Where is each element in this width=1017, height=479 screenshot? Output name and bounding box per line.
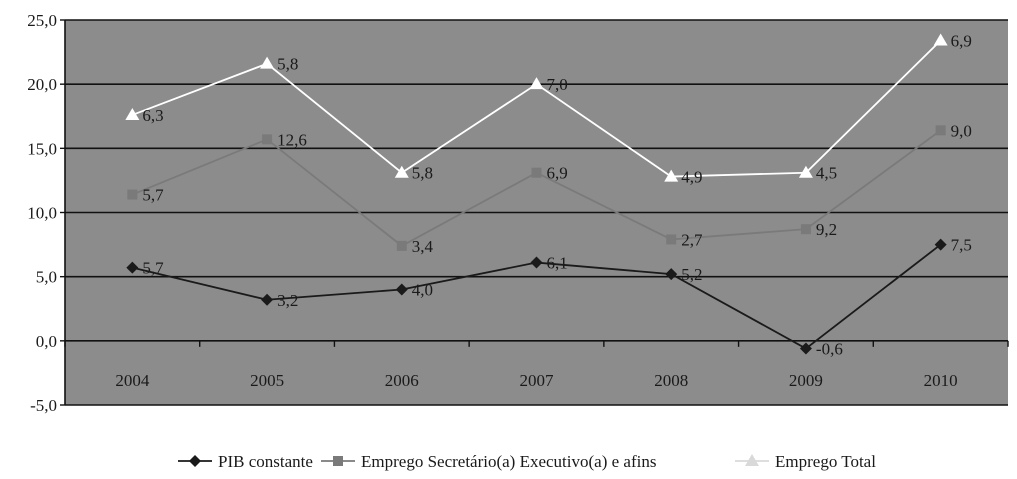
- data-point: [260, 56, 275, 69]
- data-label: 4,5: [816, 164, 837, 183]
- data-point: [799, 342, 812, 355]
- data-label: 3,2: [277, 291, 298, 310]
- data-label: 3,4: [412, 237, 434, 256]
- data-label: 5,7: [142, 259, 164, 278]
- data-label: 12,6: [277, 130, 307, 149]
- legend-label: PIB constante: [218, 452, 313, 471]
- y-tick-label: 20,0: [27, 75, 57, 94]
- data-point: [394, 165, 409, 178]
- data-point: [395, 283, 408, 296]
- data-point: [125, 107, 140, 120]
- data-label: 5,8: [277, 55, 298, 74]
- data-point: [530, 256, 543, 269]
- data-label: 2,7: [681, 230, 703, 249]
- data-label: 7,0: [547, 75, 568, 94]
- legend-marker: [189, 455, 201, 467]
- data-label: 6,3: [142, 106, 163, 125]
- y-tick-label: 0,0: [36, 332, 57, 351]
- data-point: [934, 238, 947, 251]
- data-point: [800, 224, 811, 235]
- x-tick-label: 2004: [115, 371, 150, 390]
- x-tick-label: 2006: [385, 371, 419, 390]
- data-label: 5,2: [681, 265, 702, 284]
- data-label: 6,9: [547, 164, 568, 183]
- legend-marker: [745, 454, 759, 466]
- y-tick-label: 15,0: [27, 139, 57, 158]
- data-point: [531, 167, 542, 178]
- data-point: [126, 261, 139, 274]
- y-tick-label: 10,0: [27, 204, 57, 223]
- data-label: -0,6: [816, 340, 843, 359]
- data-label: 6,9: [951, 32, 972, 51]
- data-label: 4,9: [681, 168, 702, 187]
- x-tick-label: 2008: [654, 371, 688, 390]
- legend-marker: [333, 456, 343, 466]
- data-label: 9,0: [951, 121, 972, 140]
- legend-label: Emprego Total: [775, 452, 876, 471]
- data-label: 9,2: [816, 220, 837, 239]
- data-label: 5,7: [142, 186, 164, 205]
- legend-label: Emprego Secretário(a) Executivo(a) e afi…: [361, 452, 656, 471]
- y-tick-label: 5,0: [36, 268, 57, 287]
- x-tick-label: 2010: [924, 371, 958, 390]
- data-point: [665, 268, 678, 281]
- data-point: [798, 165, 813, 178]
- data-point: [666, 234, 677, 245]
- data-point: [933, 33, 948, 46]
- data-point: [127, 189, 138, 200]
- data-point: [261, 293, 274, 306]
- data-point: [664, 169, 679, 182]
- data-point: [396, 240, 407, 251]
- x-tick-label: 2005: [250, 371, 284, 390]
- y-tick-label: 25,0: [27, 11, 57, 30]
- y-tick-label: -5,0: [30, 396, 57, 415]
- x-tick-label: 2007: [520, 371, 555, 390]
- data-label: 4,0: [412, 281, 433, 300]
- data-point: [262, 134, 273, 145]
- data-label: 6,1: [547, 254, 568, 273]
- data-point: [935, 125, 946, 136]
- data-point: [529, 77, 544, 90]
- x-tick-label: 2009: [789, 371, 823, 390]
- data-label: 5,8: [412, 164, 433, 183]
- data-label: 7,5: [951, 236, 972, 255]
